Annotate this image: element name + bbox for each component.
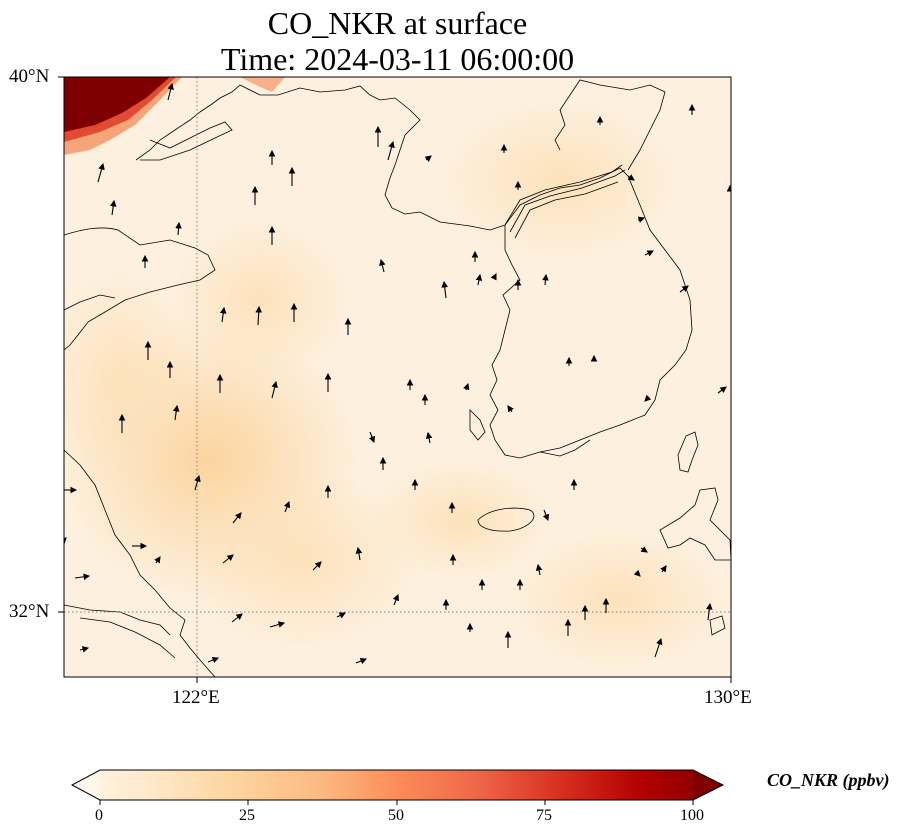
map-frame (63, 76, 732, 678)
wind-vector-arrow (222, 554, 234, 564)
wind-vector-arrow (717, 386, 727, 394)
wind-vector-arrow (283, 500, 291, 513)
concentration-blob (170, 220, 350, 380)
wind-vector-arrow (640, 546, 648, 553)
wind-vector-arrow (271, 380, 278, 399)
wind-vector-arrow (154, 556, 161, 564)
colorbar-tick-label: 100 (680, 807, 704, 824)
wind-vector-arrow (175, 221, 182, 236)
wind-vector-arrow (355, 546, 363, 561)
colorbar-gradient (72, 770, 723, 800)
wind-vector-arrow (231, 613, 243, 623)
colorbar-extend-high (693, 770, 723, 800)
wind-vector-arrow (644, 394, 652, 402)
wind-vector-arrow (109, 199, 117, 216)
lon-label-130e: 130°E (704, 687, 752, 708)
colorbar-tick-label: 50 (388, 807, 404, 824)
wind-vector-arrow (74, 573, 91, 581)
wind-vector-arrow (542, 273, 549, 286)
wind-vector-arrow (207, 656, 220, 664)
concentration-blob (370, 460, 550, 580)
map-title-line2: Time: 2024-03-11 06:00:00 (220, 41, 575, 77)
wind-vector-arrow (312, 561, 322, 571)
wind-vector-arrow (542, 509, 550, 522)
gridlines (64, 77, 731, 677)
colorbar-tick-label: 0 (95, 807, 103, 824)
wind-vector-arrow (232, 512, 242, 524)
wind-vector-arrow (633, 569, 641, 577)
wind-vector-arrow (255, 305, 262, 326)
colorbar (70, 769, 725, 805)
wind-vector-arrow (379, 258, 386, 273)
axis-ticks (58, 76, 732, 683)
wind-vector-arrow (387, 140, 395, 161)
wind-vector-arrow (660, 565, 667, 573)
wind-vector-arrow (637, 216, 646, 223)
wind-vector-arrow (79, 646, 90, 653)
wind-vector-arrow (490, 273, 497, 281)
wind-vector-arrow (194, 474, 201, 491)
wind-vector-arrow (355, 657, 368, 665)
wind-vector-arrow (167, 82, 174, 101)
coastlines (64, 79, 731, 677)
colorbar-ticks (99, 800, 694, 805)
wind-vector-arrow (463, 382, 470, 391)
wind-vector-arrow (336, 612, 346, 619)
wind-vector-arrow (424, 155, 432, 163)
colorbar-tick-label: 25 (239, 807, 255, 824)
wind-vector-arrow (97, 162, 105, 183)
concentration-blob (510, 530, 730, 670)
map-field (64, 77, 731, 677)
wind-vector-arrow (706, 602, 713, 621)
wind-vector-arrow (475, 273, 483, 286)
map-title-line1: CO_NKR at surface (267, 5, 528, 41)
colorbar-tick-label: 75 (536, 807, 552, 824)
wind-vector-arrow (535, 563, 543, 576)
colorbar-title: CO_NKR (ppbv) (767, 770, 890, 790)
wind-vector-arrow (368, 431, 376, 444)
wind-vector-arrow (425, 431, 433, 444)
wind-vector-arrow (172, 404, 180, 421)
high-concentration-fringe (240, 77, 285, 92)
wind-vectors (64, 82, 731, 665)
wind-vector-arrow (679, 285, 689, 293)
concentration-blob (440, 100, 680, 260)
lat-label-40n: 40°N (9, 66, 50, 87)
lat-label-32n: 32°N (9, 601, 50, 622)
wind-vector-arrow (219, 306, 227, 323)
concentration-blob (64, 270, 200, 490)
wind-vector-arrow (441, 280, 448, 299)
wind-vector-arrow (654, 637, 663, 658)
high-concentration-core (64, 77, 170, 132)
wind-vector-arrow (507, 405, 514, 413)
colorbar-extend-low (72, 770, 100, 800)
lon-label-122e: 122°E (172, 687, 220, 708)
wind-vector-arrow (627, 174, 635, 181)
wind-vector-arrow (269, 621, 286, 628)
wind-vector-arrow (392, 593, 400, 606)
wind-vector-arrow (644, 250, 654, 257)
